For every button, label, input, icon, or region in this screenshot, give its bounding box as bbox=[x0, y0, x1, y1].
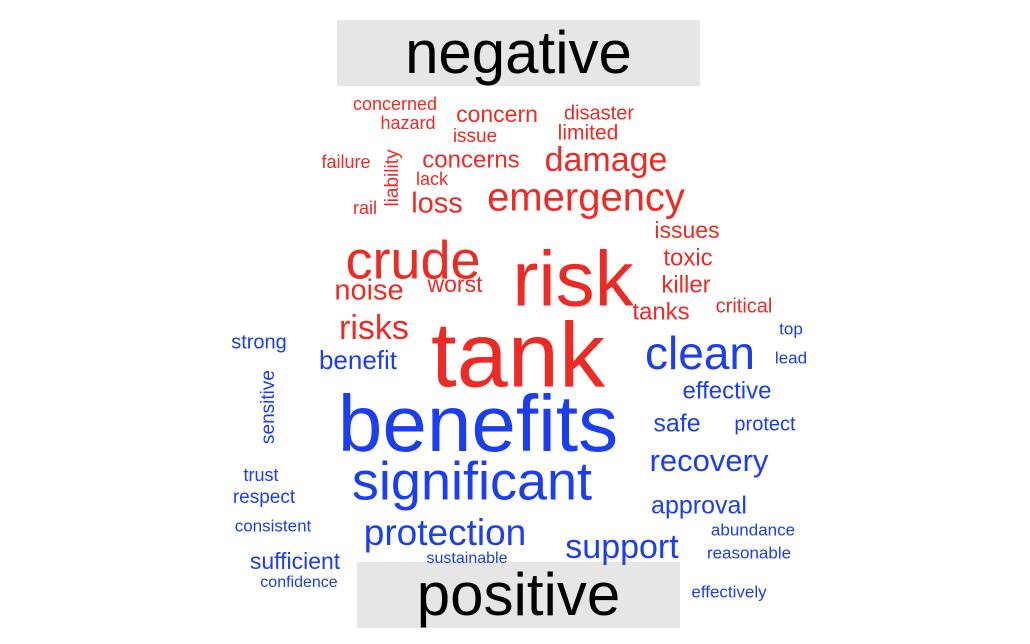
negative-word-killer: killer bbox=[661, 271, 710, 298]
negative-word-liability: liability bbox=[382, 149, 403, 207]
positive-word-recovery: recovery bbox=[650, 443, 769, 478]
positive-word-protection: protection bbox=[364, 512, 527, 553]
positive-group-label-box: positive bbox=[357, 562, 680, 628]
negative-word-risk: risk bbox=[512, 235, 634, 323]
negative-word-failure: failure bbox=[321, 152, 370, 172]
positive-word-trust: trust bbox=[243, 465, 278, 485]
positive-word-abundance: abundance bbox=[711, 520, 795, 539]
negative-word-limited: limited bbox=[558, 122, 619, 145]
negative-word-tanks: tanks bbox=[632, 298, 689, 325]
negative-word-tank: tank bbox=[431, 304, 606, 406]
positive-word-benefits: benefits bbox=[338, 379, 618, 468]
positive-word-sufficient: sufficient bbox=[250, 548, 341, 574]
positive-group-label: positive bbox=[416, 561, 621, 628]
positive-word-clean: clean bbox=[645, 327, 755, 379]
negative-word-critical: critical bbox=[716, 295, 773, 317]
positive-word-benefit: benefit bbox=[319, 345, 398, 375]
negative-word-rail: rail bbox=[353, 198, 377, 218]
negative-word-risks: risks bbox=[339, 309, 409, 347]
positive-word-consistent: consistent bbox=[235, 516, 312, 535]
positive-word-effective: effective bbox=[683, 377, 772, 404]
negative-group-label-box: negative bbox=[337, 20, 700, 86]
negative-word-issues: issues bbox=[654, 217, 719, 243]
negative-group-label: negative bbox=[405, 19, 632, 86]
negative-word-crude: crude bbox=[345, 230, 480, 290]
positive-word-strong: strong bbox=[231, 331, 287, 353]
negative-word-hazard: hazard bbox=[380, 113, 435, 133]
negative-word-emergency: emergency bbox=[487, 176, 685, 220]
positive-word-significant: significant bbox=[352, 451, 592, 511]
positive-word-support: support bbox=[565, 528, 679, 566]
positive-word-safe: safe bbox=[653, 410, 700, 438]
positive-word-approval: approval bbox=[651, 492, 747, 520]
positive-word-confidence: confidence bbox=[260, 574, 337, 591]
negative-word-noise: noise bbox=[334, 275, 403, 307]
positive-word-effectively: effectively bbox=[691, 582, 767, 601]
negative-word-toxic: toxic bbox=[663, 244, 712, 271]
positive-word-sustainable: sustainable bbox=[427, 550, 508, 567]
negative-word-concerns: concerns bbox=[422, 146, 519, 173]
negative-word-lack: lack bbox=[416, 169, 449, 189]
positive-word-top: top bbox=[779, 319, 803, 338]
positive-word-respect: respect bbox=[233, 487, 296, 508]
negative-word-concern: concern bbox=[456, 101, 538, 127]
negative-word-worst: worst bbox=[427, 271, 484, 297]
positive-word-lead: lead bbox=[775, 348, 807, 367]
negative-word-issue: issue bbox=[453, 126, 497, 147]
negative-word-loss: loss bbox=[411, 188, 463, 220]
negative-word-disaster: disaster bbox=[564, 102, 634, 124]
negative-word-concerned: concerned bbox=[353, 94, 437, 114]
negative-word-damage: damage bbox=[545, 141, 668, 179]
positive-word-sensitive: sensitive bbox=[258, 370, 279, 444]
positive-word-reasonable: reasonable bbox=[707, 543, 791, 562]
positive-word-protect: protect bbox=[734, 413, 796, 435]
